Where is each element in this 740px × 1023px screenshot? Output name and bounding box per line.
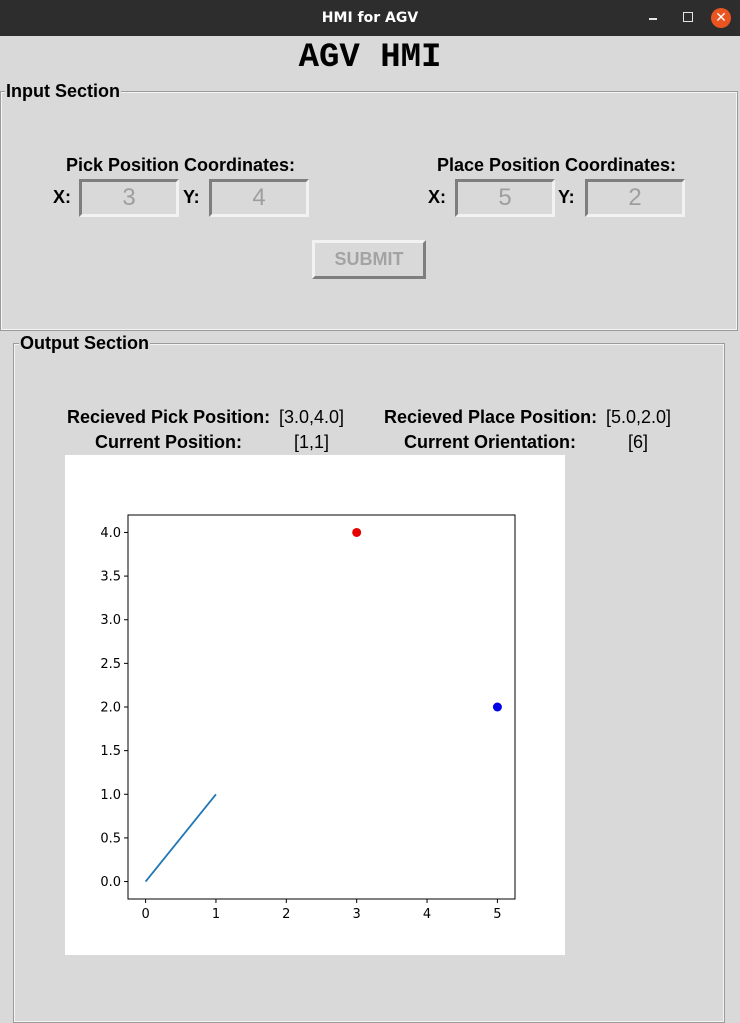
- place-x-input[interactable]: 5: [455, 179, 555, 217]
- y-tick-label: 2.5: [100, 657, 121, 672]
- x-tick-label: 3: [353, 907, 361, 922]
- current-orientation-label: Current Orientation:: [404, 432, 577, 452]
- y-tick-label: 2.0: [100, 701, 121, 716]
- place-y-input[interactable]: 2: [585, 179, 685, 217]
- received-place-value: [5.0,2.0]: [606, 407, 672, 427]
- x-tick-label: 2: [282, 907, 290, 922]
- pick-x-input[interactable]: 3: [79, 179, 179, 217]
- y-tick-label: 3.0: [100, 613, 121, 628]
- pick-heading: Pick Position Coordinates:: [66, 155, 296, 175]
- plot-frame: [127, 514, 516, 900]
- place-y-label: Y:: [558, 187, 575, 207]
- maximize-icon[interactable]: [674, 0, 700, 36]
- pick-y-input[interactable]: 4: [209, 179, 309, 217]
- received-place-label: Recieved Place Position:: [384, 407, 598, 427]
- window-title: HMI for AGV: [321, 10, 419, 26]
- y-tick-label: 1.0: [100, 788, 121, 803]
- x-tick-label: 1: [212, 907, 220, 922]
- minimize-icon[interactable]: [640, 0, 666, 36]
- place-x-label: X:: [428, 187, 446, 207]
- x-tick-label: 5: [493, 907, 501, 922]
- y-tick-label: 0.5: [100, 831, 121, 846]
- input-section: [0, 91, 738, 331]
- place-heading: Place Position Coordinates:: [437, 155, 677, 175]
- received-pick-label: Recieved Pick Position:: [67, 407, 271, 427]
- submit-button[interactable]: SUBMIT: [312, 240, 426, 279]
- app-title: AGV HMI: [298, 39, 442, 77]
- place-point: [492, 702, 502, 712]
- path-line: [144, 793, 217, 883]
- y-tick-label: 4.0: [100, 526, 121, 541]
- close-icon[interactable]: ✕: [711, 8, 731, 28]
- x-tick-label: 4: [423, 907, 431, 922]
- x-tick-label: 0: [141, 907, 149, 922]
- output-section-label: Output Section: [19, 333, 150, 353]
- current-position-value: [1,1]: [294, 432, 330, 452]
- agv-plot: 0 1 2 3 4 5 0.0 0.5 1.0 1.5 2.0 2.5 3.0 3.5 4.0: [100, 514, 516, 922]
- pick-x-label: X:: [53, 187, 71, 207]
- current-orientation-value: [6]: [628, 432, 649, 452]
- pick-y-label: Y:: [183, 187, 200, 207]
- plot-canvas: 0 1 2 3 4 5 0.0 0.5 1.0 1.5 2.0 2.5 3.0 3.5 4.0: [65, 455, 565, 955]
- y-tick-label: 3.5: [100, 570, 121, 585]
- input-section-label: Input Section: [5, 81, 121, 101]
- received-pick-value: [3.0,4.0]: [279, 407, 345, 427]
- pick-point: [352, 527, 362, 537]
- y-tick-label: 0.0: [100, 875, 121, 890]
- current-position-label: Current Position:: [95, 432, 242, 452]
- title-bar: HMI for AGV ✕: [0, 0, 740, 36]
- y-tick-label: 1.5: [100, 744, 121, 759]
